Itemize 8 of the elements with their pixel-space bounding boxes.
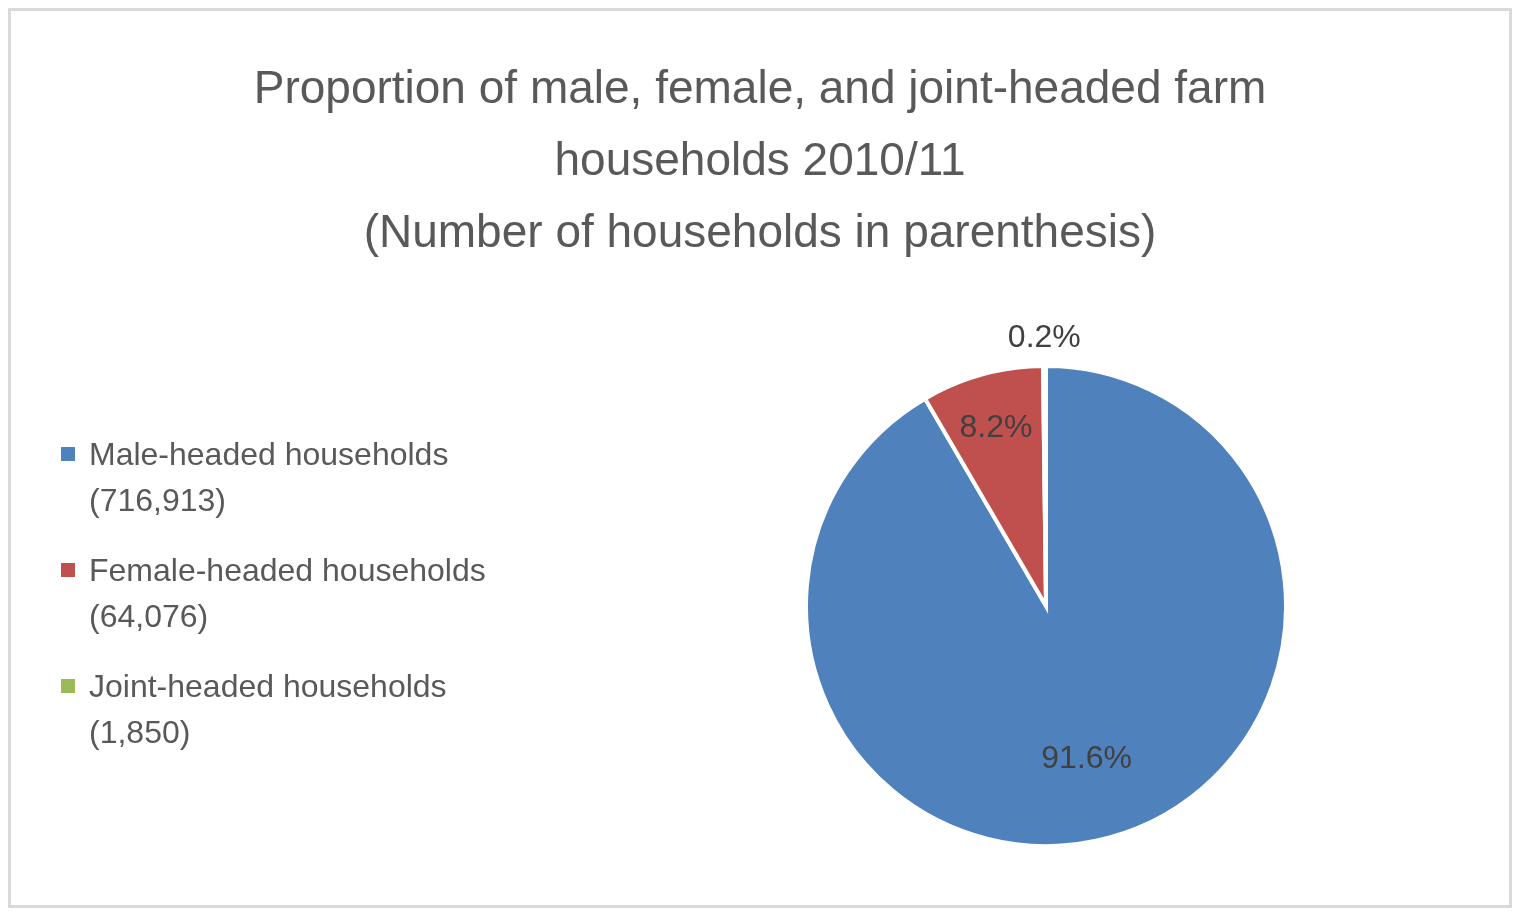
data-label: 0.2% bbox=[1007, 318, 1081, 355]
data-label: 91.6% bbox=[1041, 738, 1133, 775]
data-label: 8.2% bbox=[959, 407, 1033, 444]
legend-label: Joint-headed households (1,850) bbox=[89, 667, 448, 752]
legend-label: Female-headed households (64,076) bbox=[89, 551, 487, 636]
legend-label: Male-headed households (716,913) bbox=[89, 435, 450, 520]
chart-subtitle: (Number of households in parenthesis) bbox=[362, 204, 1158, 259]
chart-title: Proportion of male, female, and joint-headed farm households 2010/11 bbox=[252, 60, 1268, 187]
